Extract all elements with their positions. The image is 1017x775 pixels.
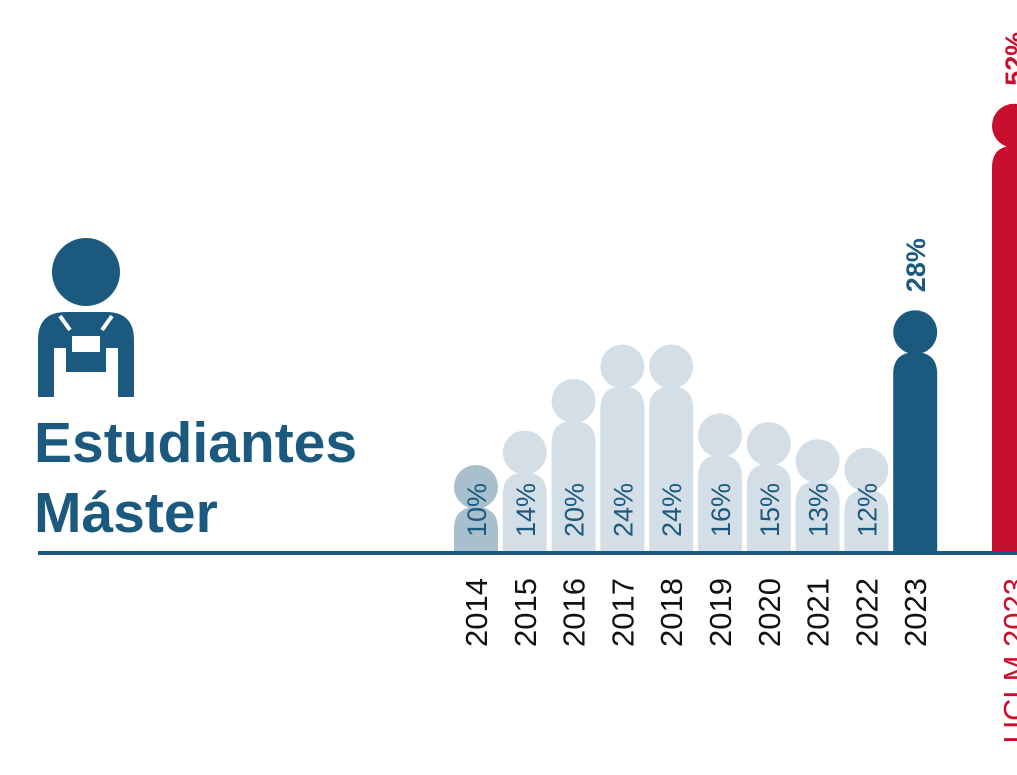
figure-head — [600, 344, 645, 389]
x-tick-label: 2015 — [508, 578, 543, 647]
value-label: 12% — [852, 483, 882, 537]
figure-head — [746, 422, 791, 466]
figure-body — [844, 489, 889, 551]
x-tick-label: UCLM 2023 — [997, 578, 1017, 743]
value-label: 52% — [1000, 32, 1017, 86]
value-label: 16% — [706, 483, 736, 537]
figure-head — [649, 344, 694, 389]
figure — [600, 344, 645, 551]
figure-head — [992, 103, 1017, 148]
figure-body — [992, 145, 1017, 551]
x-tick-label: 2017 — [605, 578, 640, 647]
figure — [454, 465, 498, 551]
figure — [502, 430, 547, 551]
x-tick-label: 2021 — [801, 578, 836, 647]
value-label: 28% — [901, 238, 931, 292]
figure-head — [698, 413, 742, 458]
figure — [795, 439, 840, 551]
figure — [992, 103, 1017, 551]
figure-body — [600, 386, 645, 551]
figure-head — [844, 447, 889, 492]
figure-head — [454, 465, 498, 509]
figure — [893, 310, 938, 551]
figure-head — [795, 439, 840, 484]
figure — [746, 422, 791, 551]
figure-body — [698, 455, 742, 551]
figure — [551, 379, 596, 551]
figure-body — [454, 507, 498, 551]
value-label: 15% — [755, 483, 785, 537]
student-icon — [38, 238, 134, 397]
figure-body — [502, 472, 547, 551]
figure-head — [551, 379, 596, 423]
figure-head — [893, 310, 938, 355]
x-tick-label: 2022 — [849, 578, 884, 647]
figure — [844, 447, 889, 551]
value-label: 24% — [608, 483, 638, 537]
chart-title: Estudiantes Máster — [34, 411, 358, 545]
x-tick-label: 2020 — [752, 578, 787, 647]
x-tick-label: 2016 — [557, 578, 592, 647]
figure-body — [551, 421, 596, 551]
figure-body — [746, 464, 791, 551]
value-label: 10% — [462, 483, 492, 537]
figure-body — [649, 386, 694, 551]
figure-body — [893, 352, 938, 551]
figure-head — [502, 430, 547, 475]
figure-body — [795, 481, 840, 551]
x-tick-label: 2023 — [898, 578, 933, 647]
value-label: 24% — [657, 483, 687, 537]
x-tick-label: 2019 — [703, 578, 738, 647]
value-label: 13% — [804, 483, 834, 537]
x-tick-label: 2018 — [654, 578, 689, 647]
figure — [698, 413, 742, 551]
value-label: 14% — [511, 483, 541, 537]
figure — [649, 344, 694, 551]
x-tick-label: 2014 — [459, 578, 494, 647]
value-label: 20% — [560, 483, 590, 537]
